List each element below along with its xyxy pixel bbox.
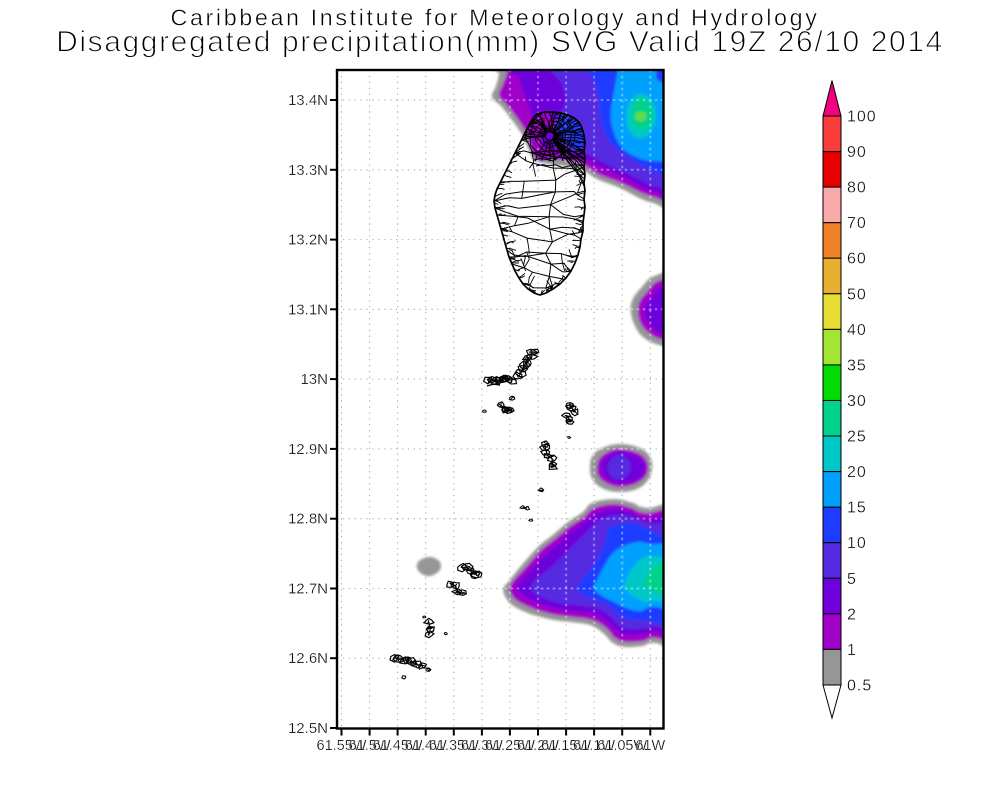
svg-text:13.2N: 13.2N [288, 232, 328, 249]
svg-text:61.5W: 61.5W [349, 738, 391, 754]
svg-text:Disaggregated precipitation(mm: Disaggregated precipitation(mm) SVG Vali… [56, 26, 944, 59]
svg-text:35: 35 [847, 357, 867, 374]
svg-text:12.5N: 12.5N [288, 720, 328, 737]
svg-text:61.15W: 61.15W [541, 738, 591, 754]
svg-text:90: 90 [847, 144, 867, 161]
svg-text:1: 1 [847, 642, 857, 659]
svg-text:12.6N: 12.6N [288, 650, 328, 667]
svg-text:13.1N: 13.1N [288, 301, 328, 318]
svg-text:13.3N: 13.3N [288, 162, 328, 179]
svg-text:61.25W: 61.25W [485, 738, 535, 754]
svg-text:61.2W: 61.2W [517, 738, 559, 754]
svg-text:30: 30 [847, 393, 867, 410]
svg-text:61.1W: 61.1W [573, 738, 615, 754]
svg-text:70: 70 [847, 215, 867, 232]
svg-text:15: 15 [847, 500, 867, 517]
svg-text:61.05W: 61.05W [597, 738, 647, 754]
svg-text:61.45W: 61.45W [373, 738, 423, 754]
svg-text:10: 10 [847, 535, 867, 552]
svg-text:0.5: 0.5 [847, 678, 872, 695]
svg-text:5: 5 [847, 571, 857, 588]
svg-text:61.3W: 61.3W [461, 738, 503, 754]
svg-text:13.4N: 13.4N [288, 92, 328, 109]
svg-text:61.55W: 61.55W [317, 738, 367, 754]
svg-text:12.9N: 12.9N [288, 441, 328, 458]
svg-text:12.8N: 12.8N [288, 511, 328, 528]
svg-text:60: 60 [847, 251, 867, 268]
svg-text:12.7N: 12.7N [288, 581, 328, 598]
svg-text:Caribbean Institute for Meteor: Caribbean Institute for Meteorology and … [171, 5, 820, 31]
svg-text:25: 25 [847, 429, 867, 446]
svg-text:20: 20 [847, 464, 867, 481]
svg-text:2: 2 [847, 606, 857, 623]
svg-text:13N: 13N [300, 371, 328, 388]
svg-text:61W: 61W [635, 738, 665, 754]
svg-text:61.35W: 61.35W [429, 738, 479, 754]
svg-text:61.4W: 61.4W [405, 738, 447, 754]
svg-text:40: 40 [847, 322, 867, 339]
svg-text:50: 50 [847, 286, 867, 303]
svg-text:80: 80 [847, 180, 867, 197]
svg-text:100: 100 [847, 109, 877, 126]
